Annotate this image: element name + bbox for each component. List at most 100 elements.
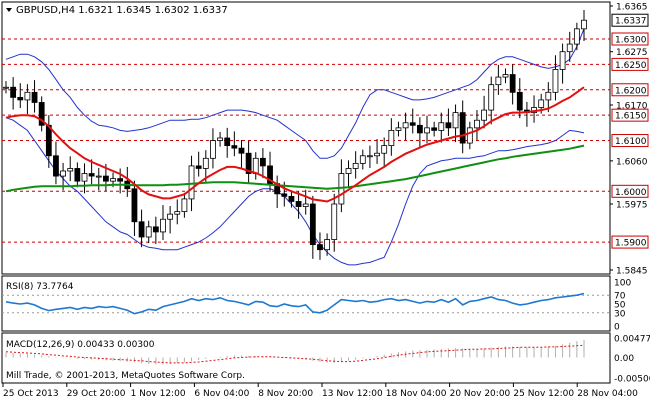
macd-signal-line	[5, 344, 585, 364]
candle-body	[138, 221, 145, 238]
candle-body	[474, 119, 480, 129]
candle-body	[466, 127, 473, 144]
rsi-tick-label: 70	[614, 292, 626, 302]
level-label: 1.6100	[615, 137, 647, 147]
candle-body	[31, 91, 38, 103]
time-tick-label: 18 Nov 04:00	[386, 389, 447, 399]
candle-body	[374, 152, 380, 157]
ma-slow-line	[5, 144, 585, 193]
candle-body	[452, 112, 459, 129]
candle-body	[252, 157, 259, 174]
candle-body	[195, 165, 202, 169]
candle-body	[217, 137, 223, 141]
candle-body	[103, 175, 109, 182]
candle-body	[367, 155, 373, 158]
candle-body	[131, 188, 138, 223]
candle-body	[152, 226, 159, 233]
time-tick-label: 20 Nov 20:00	[450, 389, 511, 399]
price-tick-label: 1.5975	[616, 201, 648, 211]
candle-body	[317, 244, 323, 251]
symbol-header: GBPUSD,H4 1.6321 1.6345 1.6302 1.6337	[16, 5, 228, 16]
level-label: 1.6150	[615, 112, 647, 122]
triangle-down-icon[interactable]	[6, 8, 12, 12]
candle-body	[552, 69, 559, 93]
candle-body	[395, 127, 402, 131]
candle-body	[545, 91, 552, 101]
time-tick-label: 25 Nov 12:00	[513, 389, 574, 399]
candle-body	[431, 127, 438, 131]
candle-body	[259, 157, 266, 167]
time-tick-label: 1 Nov 12:00	[131, 389, 186, 399]
candle-body	[188, 165, 195, 200]
candle-body	[238, 147, 245, 154]
rsi-tick-label: 30	[614, 309, 626, 319]
candle-body	[359, 155, 366, 164]
candle-body	[495, 76, 502, 86]
candle-body	[288, 195, 295, 202]
candle-body	[181, 198, 188, 213]
candle-body	[309, 203, 316, 246]
bollinger-upper-line	[5, 28, 585, 159]
bollinger-lower-line	[5, 117, 585, 266]
level-tag	[611, 235, 649, 249]
current-price-tag	[611, 13, 649, 27]
candle-body	[345, 168, 352, 174]
candle-body	[388, 129, 395, 147]
macd-tick-label: 0.00477	[614, 335, 650, 345]
macd-label: MACD(12,26,9) 0.00433 0.00300	[6, 340, 155, 350]
price-tick-label: 1.6170	[616, 102, 648, 112]
candle-body	[117, 178, 124, 182]
level-tag	[611, 57, 649, 71]
candle-body	[438, 122, 445, 131]
price-tick-label: 1.5845	[616, 267, 648, 277]
candle-body	[3, 86, 9, 89]
candle-body	[231, 145, 238, 149]
candle-body	[160, 218, 166, 233]
candle-body	[45, 124, 52, 157]
candle-body	[210, 140, 216, 159]
time-tick-label: 8 Nov 20:00	[258, 389, 313, 399]
level-tag	[611, 184, 649, 198]
time-tick-label: 29 Oct 20:00	[67, 389, 126, 399]
time-tick-label: 28 Nov 04:00	[577, 389, 638, 399]
candle-body	[481, 109, 487, 121]
level-tag	[611, 108, 649, 122]
candle-body	[566, 43, 573, 53]
candle-body	[110, 178, 116, 182]
candle-body	[67, 168, 74, 172]
candle-body	[38, 102, 45, 126]
candle-body	[302, 203, 309, 207]
candle-body	[581, 19, 587, 30]
current-price-label: 1.6337	[615, 17, 647, 27]
level-tag	[611, 83, 649, 97]
candle-body	[24, 91, 31, 101]
candle-body	[10, 86, 17, 98]
level-label: 1.6000	[615, 188, 647, 198]
level-tag	[611, 32, 649, 46]
candle-body	[167, 213, 174, 220]
candle-body	[352, 162, 359, 169]
candle-body	[53, 155, 59, 177]
copyright-text: Mill Trade, © 2001-2013, MetaQuotes Soft…	[6, 371, 245, 381]
level-label: 1.6250	[615, 61, 647, 71]
candle-body	[573, 28, 580, 45]
price-panel	[1, 1, 611, 275]
macd-tick-label: -0.00500	[614, 375, 650, 385]
candle-body	[424, 127, 430, 134]
candle-body	[402, 122, 409, 129]
candle-body	[502, 74, 509, 78]
candle-body	[174, 211, 181, 215]
rsi-panel	[1, 275, 611, 332]
rsi-tick-label: 50	[614, 301, 626, 311]
candle-body	[95, 175, 102, 178]
candle-body	[88, 173, 95, 177]
candle-body	[281, 193, 288, 197]
candle-body	[381, 145, 388, 154]
candle-body	[74, 168, 81, 182]
price-tick-label: 1.6275	[616, 48, 648, 58]
candle-body	[459, 112, 466, 144]
ma-fast-line	[5, 86, 585, 203]
candle-body	[488, 84, 495, 111]
